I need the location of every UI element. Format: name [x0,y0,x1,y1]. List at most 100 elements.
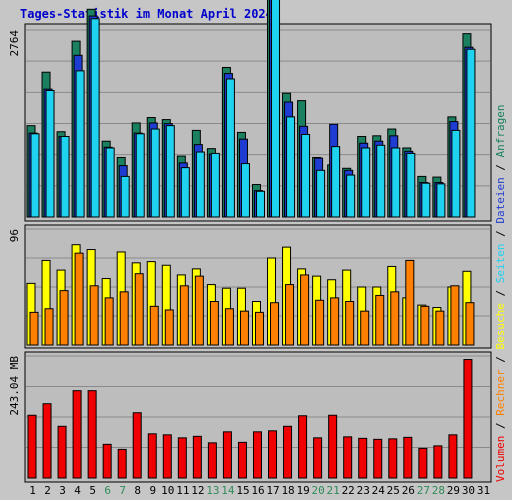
bar-seiten-day-25 [391,147,401,218]
x-tick-label: 18 [281,484,294,497]
legend-entry-seiten: Seiten [494,244,507,284]
legend-entry-volumen: Volumen [494,436,507,482]
bar-seiten-day-26 [406,152,416,218]
bar-seiten-day-6 [105,147,115,218]
bar-seiten-day-22 [346,174,356,218]
bar-volumen-day-21 [328,414,338,479]
bar-volumen-day-13 [207,442,217,479]
bar-seiten-day-12 [195,151,205,218]
bar-volumen-day-2 [42,403,52,479]
bar-rechner-day-5 [89,285,99,346]
bar-seiten-day-30 [466,48,476,218]
bar-volumen-day-22 [343,436,353,479]
x-tick-label: 23 [357,484,370,497]
bar-rechner-day-12 [194,275,204,346]
x-tick-label: 11 [176,484,189,497]
legend-entry-anfragen: Anfragen [494,104,507,157]
x-tick-label: 24 [372,484,386,497]
legend-separator: / [494,224,507,244]
bar-seiten-day-23 [361,147,371,218]
legend-separator: / [494,350,507,370]
bar-rechner-day-15 [239,310,249,346]
bar-volumen-day-1 [27,414,37,479]
x-tick-label: 8 [134,484,141,497]
x-tick-label: 30 [462,484,475,497]
bar-seiten-day-15 [240,163,250,218]
panel-top: 2764 [8,0,492,222]
bar-volumen-day-30 [463,359,473,479]
x-tick-label: 16 [251,484,264,497]
bar-volumen-day-6 [102,443,112,479]
x-tick-label: 9 [149,484,156,497]
bar-rechner-day-2 [44,308,54,346]
legend-entry-besuche: Besuche [494,303,507,349]
bar-rechner-day-14 [224,308,234,346]
bar-volumen-day-23 [358,437,368,479]
bar-rechner-day-11 [179,285,189,346]
bar-seiten-day-8 [135,133,145,218]
bar-seiten-day-24 [376,144,386,218]
bar-seiten-day-21 [331,146,341,218]
bar-volumen-day-26 [403,436,413,479]
x-tick-label: 14 [221,484,235,497]
bar-rechner-day-6 [104,297,114,346]
legend-entry-rechner: Rechner [494,369,507,416]
bar-rechner-day-23 [360,310,370,346]
legend-separator: / [494,283,507,303]
bar-rechner-day-8 [134,273,144,346]
bar-volumen-day-17 [268,430,278,479]
bar-seiten-day-27 [421,182,431,218]
chart-title: Tages-Statistik im Monat April 2024 [20,7,273,21]
bar-rechner-day-16 [254,311,264,346]
bar-rechner-day-1 [29,311,39,346]
bar-seiten-day-2 [45,89,55,218]
bar-rechner-day-22 [345,301,355,346]
bar-rechner-day-19 [300,274,310,346]
bar-volumen-day-9 [147,433,157,479]
bar-volumen-day-24 [373,438,383,479]
legend-separator: / [494,416,507,436]
bar-volumen-day-15 [237,441,247,479]
bar-volumen-day-12 [192,435,202,479]
bar-rechner-day-27 [420,305,430,346]
x-tick-label: 25 [387,484,400,497]
bar-volumen-day-10 [162,434,172,479]
bar-volumen-day-16 [252,431,262,479]
x-tick-label: 5 [89,484,96,497]
x-tick-label: 20 [312,484,325,497]
y-max-label: 2764 [8,30,21,57]
panel-bottom: 243.04 MB [8,351,492,483]
bar-rechner-day-10 [164,309,174,346]
bar-seiten-day-5 [90,18,100,218]
bar-seiten-day-28 [436,183,446,218]
x-tick-label: 17 [266,484,279,497]
bar-volumen-day-19 [298,415,308,479]
bar-seiten-day-9 [150,128,160,218]
bar-rechner-day-4 [74,252,84,346]
bar-rechner-day-7 [119,291,129,346]
legend: Volumen / Rechner / Besuche / Seiten / D… [494,104,507,482]
bar-seiten-day-16 [255,190,265,218]
bar-seiten-day-10 [165,125,175,218]
bar-seiten-day-19 [301,133,311,218]
bar-seiten-day-11 [180,167,190,218]
bar-rechner-day-20 [315,299,325,346]
x-tick-label: 13 [206,484,219,497]
legend-entry-dateien: Dateien [494,177,507,223]
x-tick-label: 21 [327,484,340,497]
bar-seiten-day-29 [451,129,461,218]
bar-volumen-day-7 [117,448,127,479]
bar-rechner-day-21 [330,297,340,346]
x-tick-label: 19 [296,484,309,497]
bar-rechner-day-29 [450,285,460,346]
x-tick-label: 3 [59,484,66,497]
y-max-label: 96 [8,229,21,242]
bar-rechner-day-13 [209,301,219,346]
x-axis-labels: 1 2 3 4 5 6 7 8 9 10 11 12 13 14 15 16 17 18 19 20 21 22 23 24 2… [29,484,490,497]
bar-volumen-day-4 [72,390,82,479]
x-tick-label: 31 [477,484,490,497]
bar-seiten-day-13 [210,152,220,218]
bar-volumen-day-18 [283,425,293,479]
panel-middle: 96 [8,224,492,349]
